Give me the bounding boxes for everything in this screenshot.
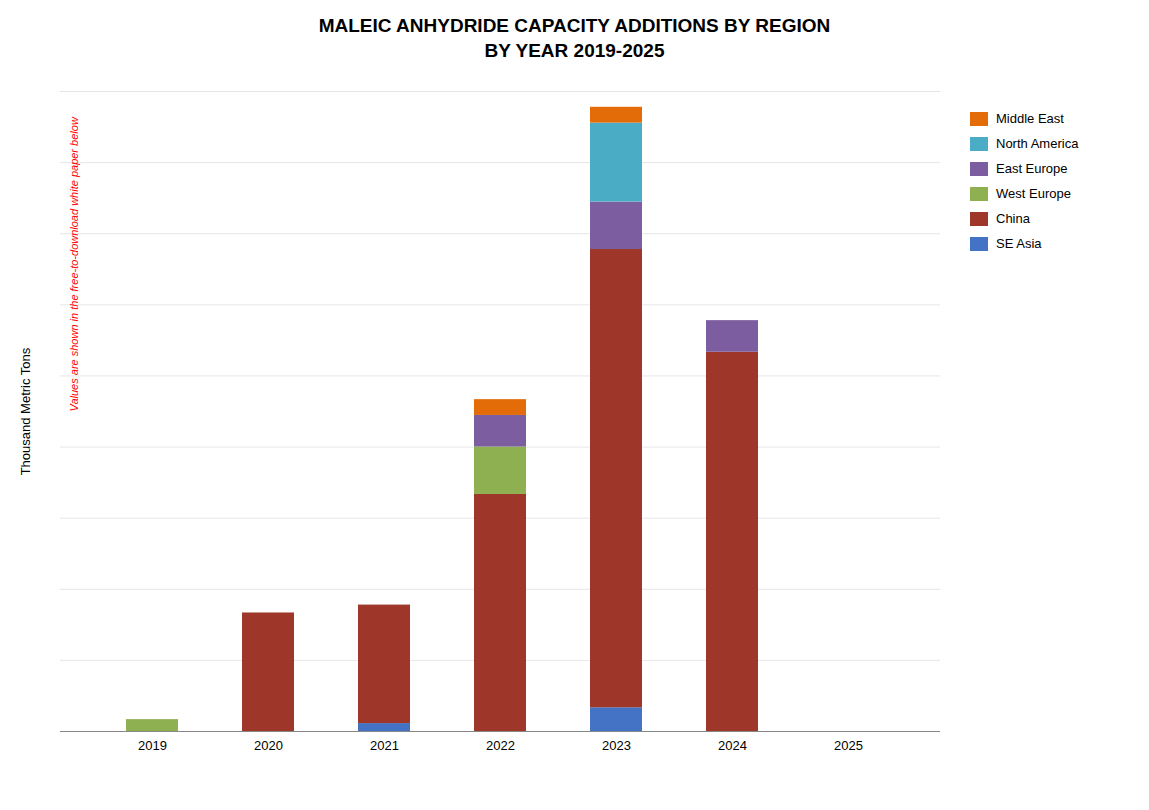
svg-text:2025: 2025	[834, 738, 863, 753]
html-text:SE Asia: SE Asia	[996, 236, 1042, 252]
html-text:East Europe: East Europe	[996, 161, 1068, 177]
svg-text:2024: 2024	[718, 738, 747, 753]
html-text:West Europe: West Europe	[996, 186, 1071, 202]
svg-text:2021: 2021	[370, 738, 399, 753]
svg-text:2023: 2023	[602, 738, 631, 753]
svg-text:Values are shown in the free-t: Values are shown in the free-to-download…	[68, 116, 80, 411]
html-text:China: China	[996, 211, 1030, 227]
html-text:MALEIC ANHYDRIDE CAPACITY ADDI: MALEIC ANHYDRIDE CAPACITY ADDITIONS BY R…	[318, 15, 831, 61]
svg-text:2022: 2022	[486, 738, 515, 753]
html-text:North America: North America	[996, 136, 1079, 152]
svg-text:2019: 2019	[138, 738, 167, 753]
svg-text:2020: 2020	[254, 738, 283, 753]
html-text:Middle East: Middle East	[996, 111, 1064, 127]
svg-text:Thousand Metric Tons: Thousand Metric Tons	[18, 348, 33, 476]
